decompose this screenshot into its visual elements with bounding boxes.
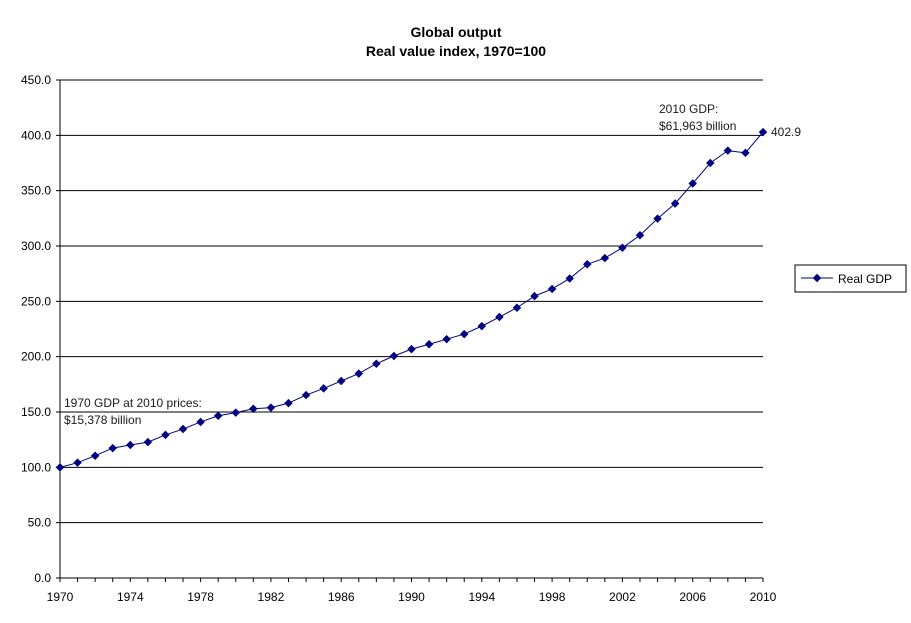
data-point bbox=[143, 437, 153, 447]
data-point bbox=[213, 411, 223, 421]
x-tick-label: 2002 bbox=[609, 590, 636, 604]
data-point bbox=[512, 303, 522, 312]
y-tick-label: 400.0 bbox=[21, 128, 51, 142]
x-tick-label: 1994 bbox=[468, 590, 495, 604]
data-point bbox=[442, 334, 451, 344]
x-tick-label: 1990 bbox=[398, 590, 425, 604]
data-point bbox=[372, 359, 381, 368]
data-point bbox=[723, 146, 733, 155]
data-point bbox=[284, 398, 293, 408]
y-tick-label: 450.0 bbox=[21, 73, 51, 87]
data-point bbox=[389, 351, 399, 361]
data-point bbox=[126, 440, 135, 450]
data-point bbox=[108, 443, 117, 453]
data-point bbox=[178, 424, 188, 434]
data-point bbox=[547, 284, 557, 294]
x-axis-tick-labels: 1970 1974 1978 1982 1986 1990 1994 1998 2002 2006… bbox=[47, 578, 777, 604]
x-tick-label: 1978 bbox=[187, 590, 214, 604]
y-tick-label: 250.0 bbox=[21, 294, 51, 308]
x-tick-label: 1998 bbox=[539, 590, 566, 604]
x-tick-label: 1974 bbox=[117, 590, 144, 604]
annotation-2010-line1: 2010 GDP: bbox=[659, 102, 718, 116]
data-point bbox=[266, 403, 276, 412]
annotation-2010-line2: $61,963 billion bbox=[659, 119, 736, 133]
x-tick-label: 1986 bbox=[328, 590, 355, 604]
data-point bbox=[231, 408, 240, 417]
data-point bbox=[55, 463, 65, 472]
gridlines bbox=[60, 79, 763, 524]
y-tick-label: 0.0 bbox=[34, 571, 51, 585]
series-real-gdp bbox=[55, 127, 768, 472]
data-point bbox=[477, 321, 487, 331]
legend-label: Real GDP bbox=[838, 272, 892, 286]
data-point bbox=[495, 312, 504, 322]
data-point bbox=[618, 243, 627, 253]
x-tick-label: 1982 bbox=[258, 590, 285, 604]
y-tick-label: 200.0 bbox=[21, 350, 51, 364]
data-point bbox=[73, 458, 82, 467]
y-tick-label: 50.0 bbox=[28, 516, 52, 530]
data-point bbox=[196, 417, 205, 427]
data-point bbox=[319, 384, 328, 393]
data-point bbox=[301, 390, 311, 400]
series-line bbox=[59, 131, 764, 468]
data-point bbox=[249, 404, 258, 414]
y-axis-tick-labels: 0.0 50.0 100.0 150.0 200.0 250.0 300.0 350.0 400… bbox=[21, 73, 60, 585]
y-tick-label: 150.0 bbox=[21, 405, 51, 419]
data-point bbox=[336, 376, 346, 386]
data-point bbox=[530, 291, 539, 301]
data-point bbox=[90, 451, 100, 460]
data-point bbox=[565, 274, 574, 283]
x-tick-label: 2006 bbox=[679, 590, 706, 604]
y-tick-label: 100.0 bbox=[21, 460, 51, 474]
x-tick-label: 1970 bbox=[47, 590, 74, 604]
annotation-1970-line1: 1970 GDP at 2010 prices: bbox=[64, 396, 202, 410]
end-value-label: 402.9 bbox=[771, 125, 801, 139]
data-point bbox=[583, 260, 592, 269]
y-tick-label: 300.0 bbox=[21, 239, 51, 253]
data-point bbox=[459, 329, 469, 339]
chart-title: Global output bbox=[411, 24, 502, 40]
annotation-1970-line2: $15,378 billion bbox=[64, 413, 141, 427]
y-tick-label: 350.0 bbox=[21, 184, 51, 198]
data-point bbox=[407, 344, 416, 354]
data-point bbox=[161, 430, 170, 440]
data-point bbox=[424, 340, 434, 349]
legend-marker bbox=[812, 273, 822, 283]
chart-subtitle: Real value index, 1970=100 bbox=[366, 43, 546, 59]
data-point bbox=[600, 253, 610, 263]
data-point bbox=[354, 369, 364, 378]
legend: Real GDP bbox=[794, 264, 907, 293]
x-tick-label: 2010 bbox=[750, 590, 777, 604]
